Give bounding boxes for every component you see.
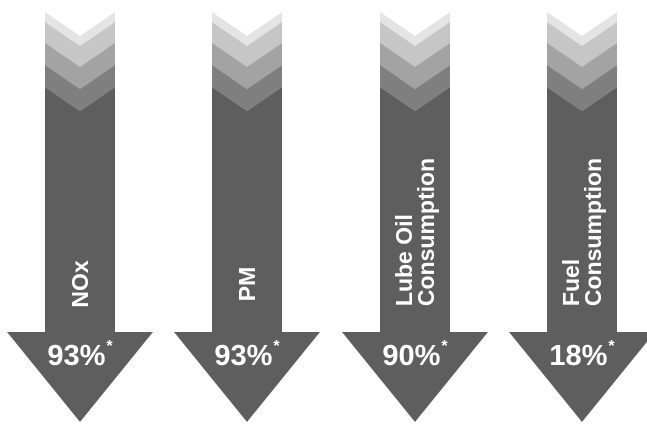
arrow-body <box>7 87 153 422</box>
reduction-arrow: PM 93%* <box>172 0 322 424</box>
arrow-label-line: Consumption <box>580 157 606 307</box>
footnote-asterisk: * <box>106 338 113 355</box>
reduction-percentage: 93%* <box>5 338 155 373</box>
percentage-value: 93% <box>214 340 273 372</box>
arrow-label: PM <box>234 266 260 302</box>
reduction-arrow: NOx 93%* <box>5 0 155 424</box>
arrow-label-line: Lube Oil <box>391 214 417 307</box>
arrow-label-line: Consumption <box>413 157 439 307</box>
reduction-percentage: 93%* <box>172 338 322 373</box>
arrow-label: Lube Oil Consumption <box>391 157 439 307</box>
reduction-percentage: 18%* <box>507 338 647 373</box>
arrow-label: NOx <box>67 260 93 308</box>
arrow-shape <box>509 12 647 422</box>
arrow-label-line: NOx <box>67 260 93 308</box>
arrow-shape <box>7 12 153 422</box>
footnote-asterisk: * <box>273 338 280 355</box>
reduction-arrow: Lube Oil Consumption 90%* <box>340 0 490 424</box>
arrow-body <box>174 87 320 422</box>
arrow-label: Fuel Consumption <box>558 157 606 307</box>
footnote-asterisk: * <box>608 338 615 355</box>
arrow-label-line: PM <box>234 266 260 302</box>
percentage-value: 90% <box>382 340 441 372</box>
arrow-shape <box>174 12 320 422</box>
reduction-percentage: 90%* <box>340 338 490 373</box>
percentage-value: 18% <box>549 340 608 372</box>
arrow-body <box>509 87 647 422</box>
reduction-arrow: Fuel Consumption 18%* <box>507 0 647 424</box>
arrow-body <box>342 87 488 422</box>
percentage-value: 93% <box>47 340 106 372</box>
arrow-shape <box>342 12 488 422</box>
footnote-asterisk: * <box>441 338 448 355</box>
arrow-label-line: Fuel <box>558 258 584 307</box>
